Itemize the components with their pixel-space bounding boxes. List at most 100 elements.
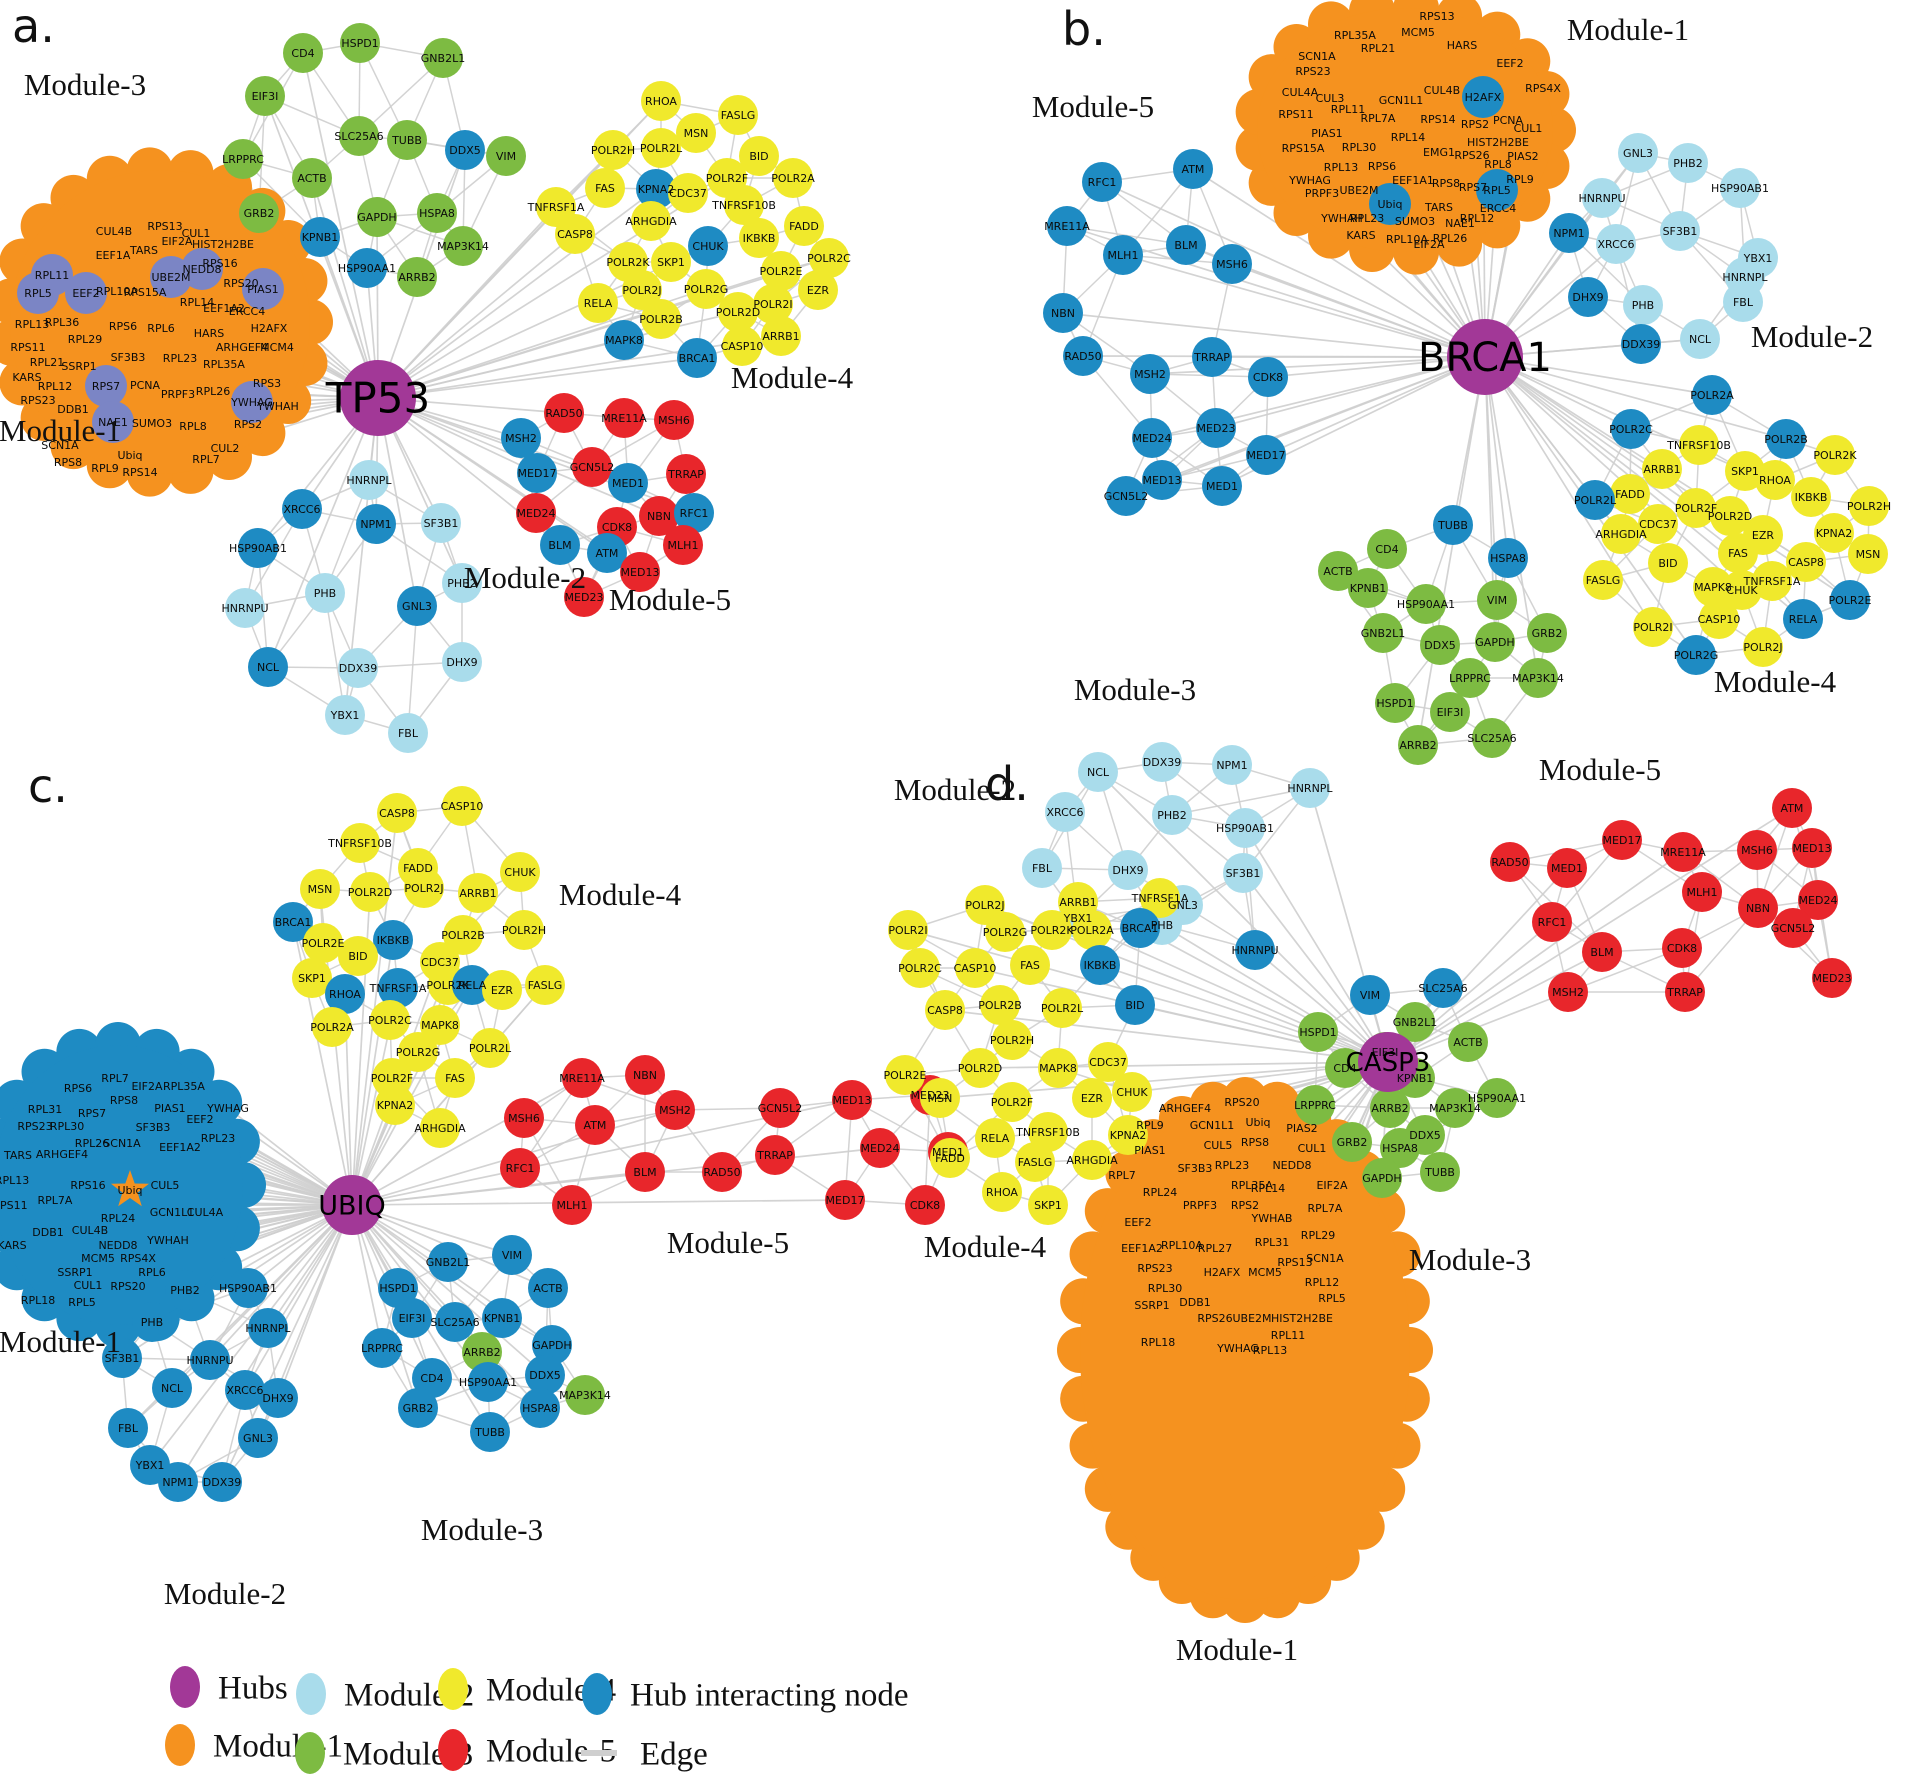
node-NPM1[interactable] — [158, 1462, 198, 1502]
node-MLH1[interactable] — [552, 1185, 592, 1225]
node-POLR2H[interactable] — [504, 910, 544, 950]
node-HNRNPU[interactable] — [1582, 178, 1622, 218]
node-MED23[interactable] — [1196, 408, 1236, 448]
node-POLR2K[interactable] — [1815, 435, 1855, 475]
node-EZR[interactable] — [1072, 1078, 1112, 1118]
node-MED24[interactable] — [516, 493, 556, 533]
node-FBL[interactable] — [388, 713, 428, 753]
node-GNL3[interactable] — [238, 1418, 278, 1458]
node-MED1[interactable] — [1547, 848, 1587, 888]
node-BLM[interactable] — [1582, 932, 1622, 972]
node-POLR2G[interactable] — [398, 1032, 438, 1072]
node-MAPK8[interactable] — [1038, 1048, 1078, 1088]
node-CHUK[interactable] — [688, 226, 728, 266]
node-POLR2D[interactable] — [718, 292, 758, 332]
node-ARRB1[interactable] — [1642, 449, 1682, 489]
node-GRB2[interactable] — [398, 1388, 438, 1428]
node-POLR2I[interactable] — [1633, 607, 1673, 647]
node-FBL[interactable] — [1723, 282, 1763, 322]
node-POLR2I[interactable] — [753, 284, 793, 324]
node-ATM[interactable] — [1772, 788, 1812, 828]
node-POLR2H[interactable] — [593, 130, 633, 170]
node-GRB2[interactable] — [1332, 1122, 1372, 1162]
node-MED13[interactable] — [832, 1080, 872, 1120]
node-POLR2A[interactable] — [1072, 910, 1112, 950]
node-MSH6[interactable] — [1212, 244, 1252, 284]
node-BID[interactable] — [739, 136, 779, 176]
node-CASP8[interactable] — [555, 214, 595, 254]
node-POLR2C[interactable] — [900, 948, 940, 988]
node-CHUK[interactable] — [1722, 570, 1762, 610]
node-SKP1[interactable] — [1028, 1185, 1068, 1225]
node-NBN[interactable] — [1738, 888, 1778, 928]
node-POLR2B[interactable] — [980, 985, 1020, 1025]
node-SF3B1[interactable] — [421, 503, 461, 543]
node-HSPD1[interactable] — [1298, 1012, 1338, 1052]
node-POLR2C[interactable] — [809, 238, 849, 278]
node-TNFRSF10B[interactable] — [1028, 1112, 1068, 1152]
node-TNFRSF10B[interactable] — [340, 823, 380, 863]
node-CASP10[interactable] — [442, 786, 482, 826]
node-HSPD1[interactable] — [378, 1268, 418, 1308]
node-SLC25A6[interactable] — [1472, 718, 1512, 758]
node-RHOA[interactable] — [641, 81, 681, 121]
node-MSH6[interactable] — [504, 1098, 544, 1138]
node-FASLG[interactable] — [1583, 560, 1623, 600]
node-PHB2[interactable] — [1668, 143, 1708, 183]
node-RHOA[interactable] — [982, 1172, 1022, 1212]
node-EZR[interactable] — [798, 270, 838, 310]
hub-node-BRCA1[interactable] — [1447, 319, 1523, 395]
node-SF3B1[interactable] — [102, 1338, 142, 1378]
node-MRE11A[interactable] — [1047, 206, 1087, 246]
node-HNRNPL[interactable] — [349, 460, 389, 500]
node-RAD50[interactable] — [1063, 336, 1103, 376]
node-TRRAP[interactable] — [666, 454, 706, 494]
node-CDK8[interactable] — [1662, 928, 1702, 968]
node-GNB2L1[interactable] — [428, 1242, 468, 1282]
node-TUBB[interactable] — [470, 1412, 510, 1452]
node-EIF3I[interactable] — [1430, 692, 1470, 732]
node-TUBB[interactable] — [1420, 1152, 1460, 1192]
node-PHB[interactable] — [305, 573, 345, 613]
node-HSP90AB1[interactable] — [238, 528, 278, 568]
node-IKBKB[interactable] — [1080, 945, 1120, 985]
hub-node-CASP3[interactable] — [1358, 1032, 1418, 1092]
node-FAS[interactable] — [1718, 533, 1758, 573]
node-RAD50[interactable] — [1490, 842, 1530, 882]
node-POLR2B[interactable] — [1766, 419, 1806, 459]
node-CDK8[interactable] — [1248, 357, 1288, 397]
node-TNFRSF1A[interactable] — [1140, 878, 1180, 918]
node-VIM[interactable] — [1477, 580, 1517, 620]
node-NCL[interactable] — [1078, 752, 1118, 792]
node-FADD[interactable] — [784, 206, 824, 246]
node-MAPK8[interactable] — [1693, 567, 1733, 607]
node-BID[interactable] — [1115, 985, 1155, 1025]
node-HSP90AB1[interactable] — [1720, 168, 1760, 208]
node-VIM[interactable] — [486, 136, 526, 176]
node-SF3B1[interactable] — [1223, 853, 1263, 893]
node-FASLG[interactable] — [718, 95, 758, 135]
node-MED13[interactable] — [1792, 828, 1832, 868]
node-MSN[interactable] — [920, 1078, 960, 1118]
node-POLR2H[interactable] — [992, 1020, 1032, 1060]
node-BID[interactable] — [1648, 543, 1688, 583]
node-SLC25A6[interactable] — [1423, 968, 1463, 1008]
node-MSH6[interactable] — [654, 400, 694, 440]
node-MSH2[interactable] — [655, 1090, 695, 1130]
node-ACTB[interactable] — [292, 158, 332, 198]
node-HSP90AB1[interactable] — [228, 1268, 268, 1308]
node-MED1[interactable] — [1202, 466, 1242, 506]
node-RAD50[interactable] — [702, 1152, 742, 1192]
node-DHX9[interactable] — [258, 1378, 298, 1418]
node-BRCA1[interactable] — [677, 338, 717, 378]
node-CASP10[interactable] — [955, 948, 995, 988]
node-HSP90AA1[interactable] — [1477, 1078, 1517, 1118]
node-KPNA2[interactable] — [636, 169, 676, 209]
node-FAS[interactable] — [1010, 945, 1050, 985]
node-ARRB2[interactable] — [1370, 1088, 1410, 1128]
node-MED17[interactable] — [517, 453, 557, 493]
node-NAE1[interactable] — [92, 401, 134, 443]
node-CDC37[interactable] — [668, 173, 708, 213]
node-ARHGDIA[interactable] — [420, 1108, 460, 1148]
node-POLR2H[interactable] — [1849, 486, 1889, 526]
